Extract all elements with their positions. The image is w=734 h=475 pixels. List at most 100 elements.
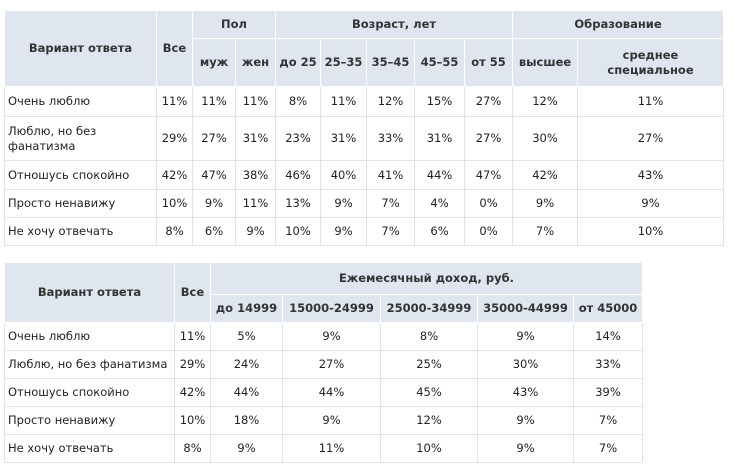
cell: 9% — [282, 406, 381, 435]
cell: 23% — [275, 116, 322, 161]
header-row: до 14999 15000-24999 25000-34999 35000-4499… — [5, 294, 643, 323]
data-row: Люблю, но без фанатизма 29% 27% 31% 23% 31% 33… — [4, 116, 725, 161]
cell: 5% — [210, 322, 283, 351]
sub-header: 45–55 — [414, 38, 466, 87]
cell: 31% — [234, 116, 277, 161]
cell: 27% — [282, 350, 381, 379]
cell: 10% — [275, 217, 322, 246]
sub-header: 35–45 — [366, 38, 416, 87]
cell: 14% — [573, 322, 643, 351]
cell: 41% — [366, 160, 416, 190]
sub-header: муж — [192, 38, 236, 87]
data-row: Люблю, но без фанатизма 29% 24% 27% 25% 30% 33… — [4, 350, 643, 379]
survey-table-1: Вариант ответа Все Пол Возраст, лет Образова… — [4, 10, 725, 246]
row-label: Люблю, но без фанатизма — [4, 116, 157, 161]
cell: 42% — [174, 378, 211, 407]
row-label: Просто ненавижу — [4, 406, 175, 435]
row-label: Люблю, но без фанатизма — [4, 350, 175, 379]
sub-header: до 14999 — [210, 294, 283, 323]
cell: 6% — [192, 217, 236, 246]
cell: 33% — [366, 116, 416, 161]
cell: 8% — [275, 86, 322, 117]
cell: 11% — [174, 322, 211, 351]
data-row: Не хочу отвечать 8% 6% 9% 10% 9% 7% 6% 0% 7% 10% — [4, 217, 725, 246]
cell: 45% — [380, 378, 478, 407]
cell: 15% — [414, 86, 466, 117]
cell: 29% — [156, 116, 193, 161]
group-header: Ежемесячный доход, руб. — [210, 262, 643, 295]
survey-table-2: Вариант ответа Все Ежемесячный доход, руб.… — [4, 262, 643, 463]
cell: 11% — [577, 86, 725, 117]
cell: 9% — [282, 322, 381, 351]
cell: 42% — [156, 160, 193, 190]
row-label: Не хочу отвечать — [4, 434, 175, 463]
cell: 0% — [464, 217, 514, 246]
row-label: Просто ненавижу — [4, 189, 157, 218]
cell: 40% — [320, 160, 368, 190]
cell: 30% — [512, 116, 579, 161]
cell: 18% — [210, 406, 283, 435]
cell: 8% — [380, 322, 478, 351]
cell: 9% — [477, 322, 574, 351]
cell: 11% — [234, 189, 277, 218]
cell: 25% — [380, 350, 478, 379]
cell: 44% — [210, 378, 283, 407]
cell: 47% — [192, 160, 236, 190]
row-label: Отношусь спокойно — [4, 378, 175, 407]
cell: 39% — [573, 378, 643, 407]
cell: 11% — [282, 434, 381, 463]
cell: 27% — [464, 86, 514, 117]
cell: 0% — [464, 189, 514, 218]
cell: 46% — [275, 160, 322, 190]
cell: 24% — [210, 350, 283, 379]
cell: 33% — [573, 350, 643, 379]
sub-header: 35000-44999 — [477, 294, 574, 323]
cell: 11% — [192, 86, 236, 117]
data-row: Не хочу отвечать 8% 9% 11% 10% 9% 7% — [4, 434, 643, 463]
cell: 38% — [234, 160, 277, 190]
cell: 27% — [464, 116, 514, 161]
data-row: Просто ненавижу 10% 9% 11% 13% 9% 7% 4% 0% 9% 9% — [4, 189, 725, 218]
header-cell: Все — [174, 262, 211, 323]
cell: 9% — [477, 406, 574, 435]
cell: 30% — [477, 350, 574, 379]
cell: 9% — [477, 434, 574, 463]
data-row: Очень люблю 11% 11% 11% 8% 11% 12% 15% 27% 12% 11% — [4, 86, 725, 117]
group-header: Образование — [512, 10, 725, 39]
data-row: Очень люблю 11% 5% 9% 8% 9% 14% — [4, 322, 643, 351]
sub-header: высшее — [512, 38, 579, 87]
sub-header: жен — [234, 38, 277, 87]
row-label: Очень люблю — [4, 86, 157, 117]
cell: 10% — [156, 189, 193, 218]
cell: 9% — [320, 189, 368, 218]
group-header: Пол — [191, 10, 277, 39]
cell: 10% — [380, 434, 478, 463]
cell: 7% — [366, 217, 416, 246]
sub-header: от 45000 — [573, 294, 643, 323]
cell: 31% — [320, 116, 368, 161]
cell: 6% — [414, 217, 466, 246]
cell: 9% — [577, 189, 725, 218]
header-cell: Вариант ответа — [4, 10, 157, 87]
cell: 44% — [414, 160, 466, 190]
row-label: Не хочу отвечать — [4, 217, 157, 246]
row-label: Очень люблю — [4, 322, 175, 351]
cell: 11% — [234, 86, 277, 117]
cell: 27% — [192, 116, 236, 161]
cell: 27% — [577, 116, 725, 161]
sub-header: 15000-24999 — [282, 294, 381, 323]
cell: 8% — [174, 434, 211, 463]
cell: 42% — [512, 160, 579, 190]
cell: 43% — [477, 378, 574, 407]
cell: 12% — [366, 86, 416, 117]
cell: 11% — [320, 86, 368, 117]
cell: 8% — [156, 217, 193, 246]
row-label: Отношусь спокойно — [4, 160, 157, 190]
cell: 7% — [366, 189, 416, 218]
cell: 7% — [573, 434, 643, 463]
cell: 13% — [275, 189, 322, 218]
sub-header: среднее специальное — [577, 38, 725, 87]
cell: 29% — [174, 350, 211, 379]
cell: 9% — [512, 189, 579, 218]
